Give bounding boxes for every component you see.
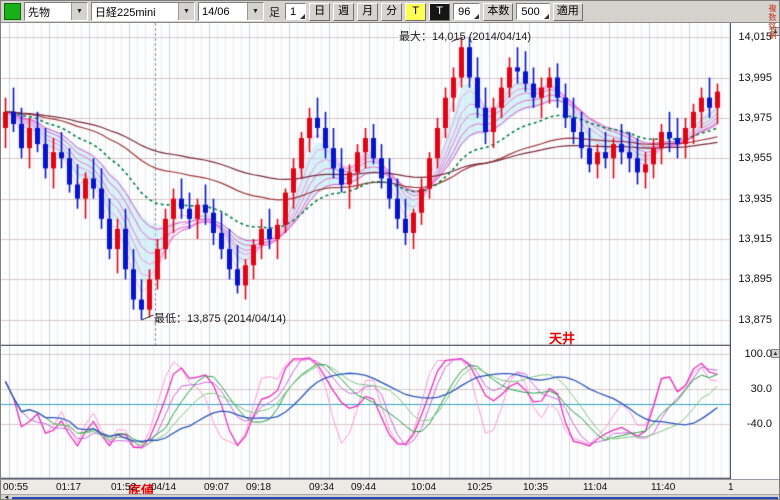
scroll-left-icon[interactable]: ◄ <box>3 495 10 500</box>
time-axis-label: 11:04 <box>583 482 608 493</box>
price-axis-label: 14,015 <box>738 31 772 44</box>
time-axis-label: 10:04 <box>411 482 437 493</box>
apply-button[interactable]: 適用 <box>552 2 583 21</box>
time-axis-label: 09:44 <box>351 482 377 493</box>
dropdown-arrow-icon[interactable]: ▼ <box>71 3 87 20</box>
period-week-button[interactable]: 週 <box>333 2 355 21</box>
price-axis-label: 13,935 <box>738 192 772 205</box>
t-toggle-button[interactable]: T <box>429 2 451 21</box>
spin-handle-icon[interactable] <box>474 14 480 19</box>
time-axis-label: 11:40 <box>651 482 676 493</box>
price-axis-label: 13,955 <box>738 152 772 165</box>
time-axis-label: 00:55 <box>3 482 29 493</box>
instrument-type-select[interactable]: 先物 ▼ <box>24 2 88 21</box>
bars-count-button[interactable]: 本数 <box>483 2 514 21</box>
interval-value: 1 <box>290 5 297 18</box>
price-axis-label: 13,895 <box>738 273 772 286</box>
max-price-annotation: 最大：14,015 (2014/04/14) <box>399 31 532 43</box>
plot-area: 最大：14,015 (2014/04/14) 最低：13,875 (2014/0… <box>1 23 730 479</box>
count-value: 500 <box>521 5 540 18</box>
chart-scrollbar[interactable]: ◄ <box>1 494 779 500</box>
app-icon <box>4 3 21 20</box>
oscillator-axis-label: -40.0 <box>746 417 772 430</box>
spin-handle-icon[interactable] <box>300 14 306 19</box>
multi-symbol-tab[interactable]: 複数銘柄 <box>768 4 777 40</box>
contract-month-select[interactable]: 14/06 ▼ <box>198 2 264 21</box>
toolbar: 先物 ▼ 日経225mini ▼ 14/06 ▼ 足 1 日 週 月 分 T T… <box>1 1 779 23</box>
time-axis-label: 09:18 <box>246 482 272 493</box>
price-axis-label: 13,975 <box>738 111 772 124</box>
time-axis-label: 10:35 <box>523 482 549 493</box>
panel-expand-icon[interactable]: ▲ <box>771 349 779 358</box>
time-axis-label: 01:17 <box>56 482 82 493</box>
ceiling-annotation: 天井 <box>549 331 576 346</box>
price-axis-label: 13,995 <box>738 71 772 84</box>
instrument-type-value: 先物 <box>28 6 50 19</box>
scrollbar-track[interactable] <box>12 497 778 499</box>
spin-handle-icon[interactable] <box>543 14 549 19</box>
price-axis-label: 13,875 <box>738 313 772 326</box>
period-minute-button[interactable]: 分 <box>381 2 403 21</box>
tick-toggle-button[interactable]: T <box>405 2 427 21</box>
time-axis-label: 10:25 <box>467 482 493 493</box>
bars-input[interactable]: 96 <box>453 3 481 20</box>
time-axis-label: 1 <box>728 482 734 493</box>
oscillator-canvas[interactable] <box>1 346 730 479</box>
period-day-button[interactable]: 日 <box>309 2 331 21</box>
dropdown-arrow-icon[interactable]: ▼ <box>247 3 263 20</box>
time-axis: 底値 00:55 01:17 01:52 04/14 09:07 09:18 09:34 09… <box>1 479 779 498</box>
min-price-annotation: 最低：13,875 (2014/04/14) <box>154 313 287 325</box>
time-axis-label: 04/14 <box>151 482 177 493</box>
price-axis-label: 13,915 <box>738 233 772 245</box>
dropdown-arrow-icon[interactable]: ▼ <box>178 3 194 20</box>
timeframe-label: 足 <box>269 6 280 19</box>
symbol-value: 日経225mini <box>95 6 156 19</box>
time-axis-label: 09:34 <box>309 482 335 493</box>
interval-input[interactable]: 1 <box>285 3 307 20</box>
oscillator-axis-label: 100.0 <box>744 347 772 360</box>
time-axis-label: 09:07 <box>204 482 230 493</box>
oscillator-axis-label: 30.0 <box>750 382 772 395</box>
contract-month-value: 14/06 <box>202 5 230 18</box>
period-month-button[interactable]: 月 <box>357 2 379 21</box>
panel-expand-icon[interactable]: ▲ <box>771 27 779 36</box>
price-axis: ▲ ▲ 14,015 13,995 13,975 13,955 13,935 13,915… <box>730 23 779 479</box>
bars-value: 96 <box>458 5 471 18</box>
main-chart-canvas[interactable] <box>1 23 730 346</box>
count-input[interactable]: 500 <box>516 3 550 20</box>
time-axis-label: 01:52 <box>111 482 137 493</box>
symbol-select[interactable]: 日経225mini ▼ <box>91 2 195 21</box>
scrollbar-thumb[interactable] <box>12 497 778 499</box>
